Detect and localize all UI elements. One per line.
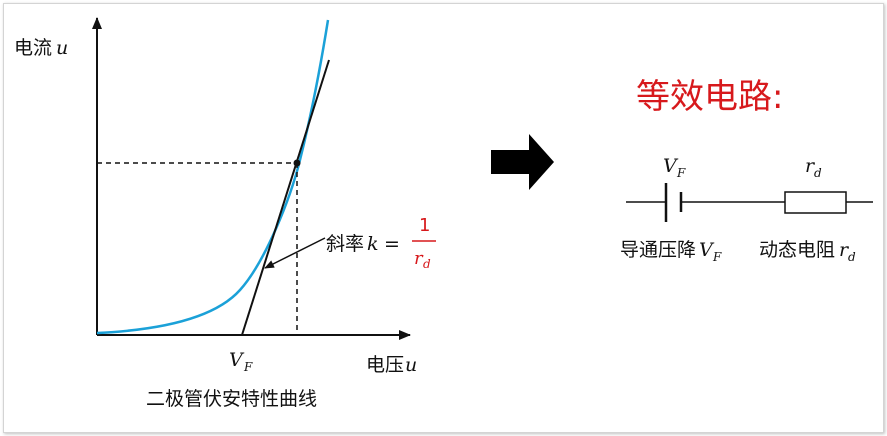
battery-label: V [663, 155, 679, 177]
battery-caption: 导通压降 [620, 239, 696, 261]
tangent-point [293, 159, 301, 167]
slope-numerator: 1 [419, 215, 430, 236]
slope-equals: = [384, 233, 400, 255]
slope-pointer-arrow [264, 237, 326, 269]
circuit-title: 等效电路: [636, 77, 783, 117]
slope-denominator-sub: d [423, 257, 431, 271]
vf-sub: F [243, 360, 253, 374]
x-axis-label: 电压 [366, 354, 404, 376]
vf-label: V [229, 349, 245, 371]
x-axis-var: u [405, 354, 417, 376]
battery-caption-var: V [699, 239, 715, 261]
resistor-caption: 动态电阻 [759, 239, 835, 261]
resistor-caption-sub: d [848, 250, 856, 264]
diagram-frame [3, 3, 884, 433]
resistor-label-sub: d [814, 166, 822, 180]
battery-caption-sub: F [712, 250, 722, 264]
graph-caption: 二极管伏安特性曲线 [146, 388, 317, 410]
tangent-line [241, 59, 330, 336]
slope-label: 斜率 [326, 233, 364, 255]
slope-var: k [367, 233, 379, 255]
resistor-label: r [805, 155, 816, 177]
resistor-caption-var: r [839, 239, 850, 261]
y-axis-label: 电流 [14, 37, 52, 59]
slope-denominator: r [414, 248, 424, 269]
y-axis-var: u [56, 37, 68, 59]
resistor [784, 191, 847, 214]
iv-curve [96, 19, 330, 335]
transform-arrow-icon [491, 134, 554, 190]
battery-label-sub: F [676, 166, 686, 180]
